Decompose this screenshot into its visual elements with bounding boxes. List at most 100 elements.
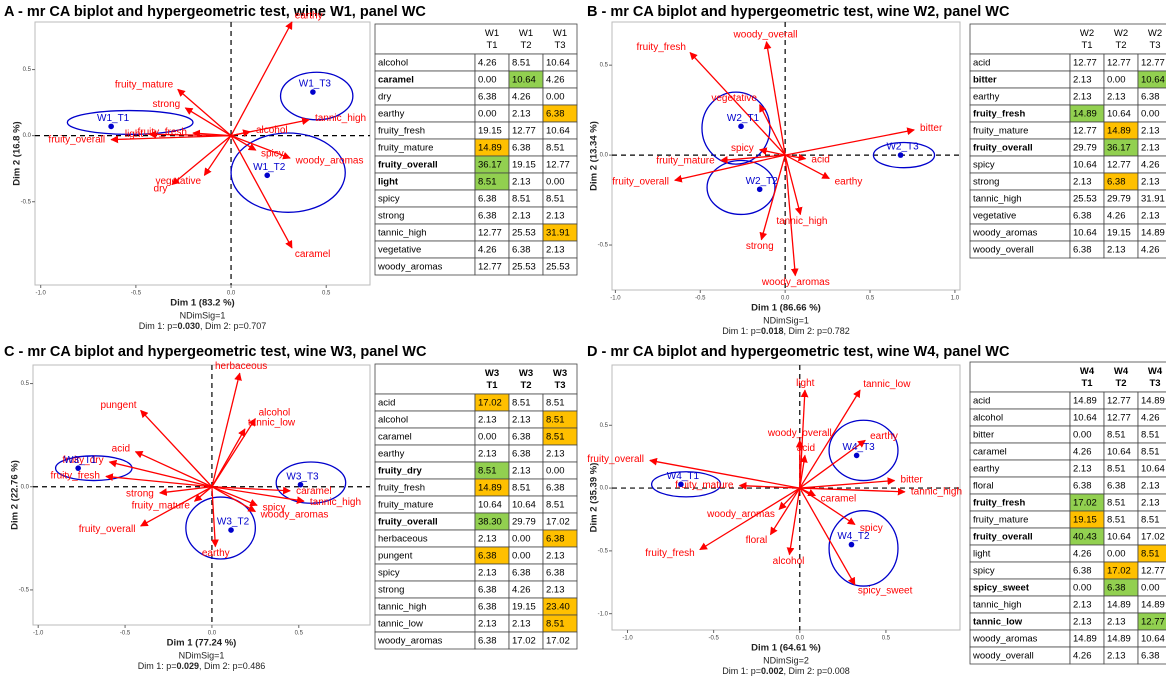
panel: C - mr CA biplot and hypergeometric test… [4,344,578,671]
cell-value: 8.51 [1141,430,1160,441]
cell-value: 12.77 [1073,126,1097,137]
cell-value: 8.51 [478,177,497,188]
cell-value: 6.38 [512,143,531,154]
header-line: T3 [1149,378,1160,389]
cell-value: 17.02 [1073,498,1097,509]
x-tick-label: -1.0 [33,631,44,637]
row-label: floral [973,481,994,492]
confidence-ellipse [828,419,899,482]
point [228,527,234,533]
header-line: W1 [485,28,499,39]
y-tick-label: -0.5 [598,548,609,554]
header-line: W2 [1114,28,1128,39]
x-tick-label: -0.5 [120,631,131,637]
p-bold: 0.029 [176,661,199,671]
arrow [799,477,896,489]
row-label: woody_aromas [377,262,443,273]
cell-value: 4.26 [1141,413,1160,424]
arrow-label: fruity_dry [62,455,103,466]
row-label: spicy [973,566,995,577]
row-label: fruity_fresh [378,483,425,494]
x-tick-label: 0.0 [796,636,805,642]
cell-value: 4.26 [1073,447,1092,458]
arrow [230,117,310,137]
cell-value: 8.51 [1107,498,1126,509]
x-tick-label: 0.0 [208,631,217,637]
cell-value: 6.38 [1107,583,1126,594]
point [264,172,271,179]
cell-value: 2.13 [1073,464,1092,475]
point [108,123,114,130]
header-line: T2 [1115,378,1126,389]
cell-value: 12.77 [1141,566,1165,577]
cell-value: 2.13 [546,449,565,460]
arrow-label: acid [811,155,829,166]
point [678,481,684,488]
row-label: fruity_overall [973,532,1033,543]
arrow-label: pungent [100,400,136,411]
cell-value: 14.89 [1107,634,1131,645]
cell-value: 0.00 [1141,583,1160,594]
row-label: fruity_fresh [973,109,1025,120]
cell-value: 0.00 [546,177,565,188]
cell-value: 12.77 [1107,160,1131,171]
arrow-label: earthy [835,176,863,187]
point-label: W4_T3 [843,442,876,453]
row-label: dry [378,92,391,103]
row-label: fruity_overall [378,160,438,171]
cell-value: 6.38 [478,585,497,596]
row-label: earthy [378,109,405,120]
arrow [211,486,258,507]
cell-value: 10.64 [1107,109,1131,120]
cell-value: 14.89 [1107,600,1131,611]
cell-value: 2.13 [546,551,565,562]
header-line: T1 [1081,40,1092,51]
arrow [108,459,213,488]
cell-value: 2.13 [1141,481,1160,492]
cell-value: 17.02 [1141,532,1165,543]
cell-value: 8.51 [546,415,565,426]
cell-value: 2.13 [546,585,565,596]
row-label: fruity_fresh [378,126,425,137]
x-axis-label: Dim 1 (77.24 %) [167,638,237,649]
y-tick-label: -0.5 [21,199,32,205]
y-tick-label: -1.0 [598,611,609,617]
confidence-ellipse [275,461,347,504]
y-tick-label: 0.0 [600,153,609,159]
cell-value: 19.15 [1073,515,1097,526]
arrow [110,135,232,144]
y-tick-label: 0.0 [21,484,30,490]
confidence-ellipse [54,455,133,482]
cell-value: 6.38 [1107,177,1126,188]
header-line: W2 [1148,28,1162,39]
ndim-note: NDimSig=1 [179,650,225,660]
cell-value: 2.13 [1141,211,1160,222]
cell-value: 4.26 [1141,160,1160,171]
row-label: acid [378,398,395,409]
cell-value: 2.13 [512,415,531,426]
arrow-label: light [796,378,815,389]
cell-value: 8.51 [1107,430,1126,441]
cell-value: 12.77 [1141,617,1165,628]
column-header: W3 T1 [485,368,499,391]
panel: A - mr CA biplot and hypergeometric test… [4,4,578,331]
panel-title: B - mr CA biplot and hypergeometric test… [587,4,1010,20]
cell-value: 14.89 [1141,396,1165,407]
plot-frame [34,21,371,286]
row-label: caramel [378,75,414,86]
y-tick-label: -0.5 [598,243,609,249]
arrow-label: spicy [860,523,883,534]
cell-value: 4.26 [478,245,497,256]
arrow [148,130,232,139]
arrow [784,155,799,277]
row-label: fruity_overall [973,143,1033,154]
cell-value: 6.38 [512,568,531,579]
arrow [759,154,786,241]
x-tick-label: -1.0 [610,296,621,302]
column-header: W4 T2 [1114,366,1129,389]
cell-value: 29.79 [1073,143,1097,154]
x-tick-label: 0.5 [322,291,331,297]
arrow [230,135,291,160]
cell-value: 8.51 [512,398,531,409]
